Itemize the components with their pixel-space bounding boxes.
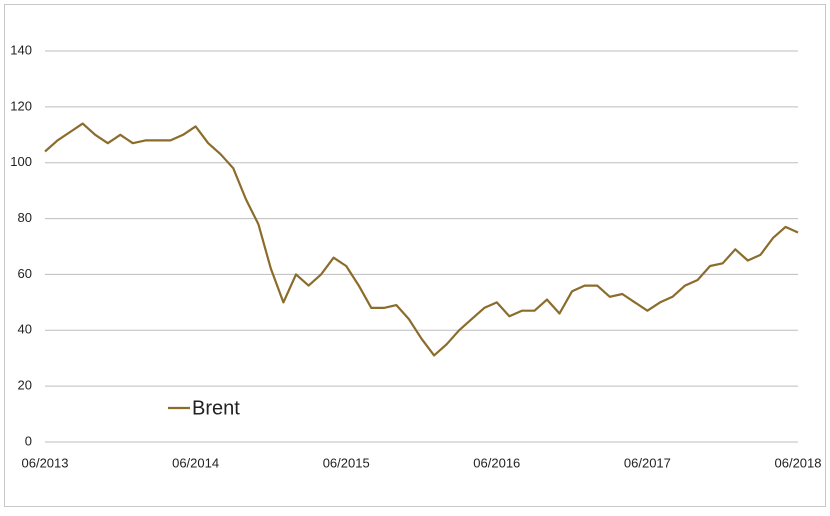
y-tick-label: 120 bbox=[10, 98, 32, 113]
data-line bbox=[44, 122, 799, 357]
x-tick-label: 06/2018 bbox=[775, 455, 822, 470]
y-tick-label: 60 bbox=[18, 266, 32, 281]
y-tick-label: 20 bbox=[18, 378, 32, 393]
y-tick-label: 40 bbox=[18, 322, 32, 337]
y-tick-label: 100 bbox=[10, 154, 32, 169]
x-tick-label: 06/2015 bbox=[323, 455, 370, 470]
x-tick-label: 06/2013 bbox=[22, 455, 69, 470]
y-tick-label: 80 bbox=[18, 210, 32, 225]
y-tick-label: 140 bbox=[10, 42, 32, 57]
x-tick-label: 06/2016 bbox=[473, 455, 520, 470]
chart-frame bbox=[4, 4, 826, 507]
x-tick-label: 06/2014 bbox=[172, 455, 219, 470]
y-tick-label: 0 bbox=[25, 433, 32, 448]
x-tick-label: 06/2017 bbox=[624, 455, 671, 470]
legend-label: Brent bbox=[192, 397, 240, 419]
